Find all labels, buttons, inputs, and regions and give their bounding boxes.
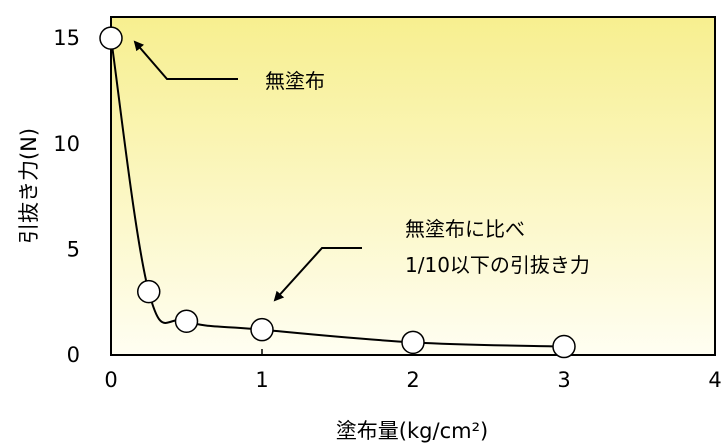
x-axis-title: 塗布量(kg/cm²) <box>336 419 488 443</box>
annotation-2-line-1: 無塗布に比べ <box>405 217 525 241</box>
x-tick-label: 4 <box>708 368 721 392</box>
x-axis-ticks: 0 1 2 3 4 <box>104 349 722 392</box>
data-point <box>99 26 123 50</box>
x-tick-label: 2 <box>406 368 419 392</box>
annotation-2-line-2: 1/10以下の引抜き力 <box>405 253 590 277</box>
y-tick-label: 0 <box>67 343 80 367</box>
data-markers <box>99 26 576 359</box>
data-point <box>552 334 576 359</box>
data-point <box>401 330 425 355</box>
y-tick-label: 5 <box>67 237 80 261</box>
data-point <box>250 317 274 342</box>
annotation-arrow-2 <box>273 247 362 302</box>
plot-area <box>110 16 716 356</box>
y-axis-ticks: 0 5 10 15 <box>53 26 80 367</box>
annotation-1: 無塗布 <box>265 69 325 93</box>
data-point <box>137 279 161 304</box>
data-point <box>174 309 199 333</box>
series-line <box>110 37 565 348</box>
y-axis-title: 引抜き力(N) <box>17 128 41 244</box>
annotation-arrow-1 <box>133 40 238 80</box>
y-tick-label: 10 <box>53 132 80 156</box>
x-tick-label: 0 <box>104 368 117 392</box>
x-tick-label: 1 <box>255 368 268 392</box>
y-tick-label: 15 <box>53 26 80 50</box>
x-tick-label: 3 <box>557 368 570 392</box>
